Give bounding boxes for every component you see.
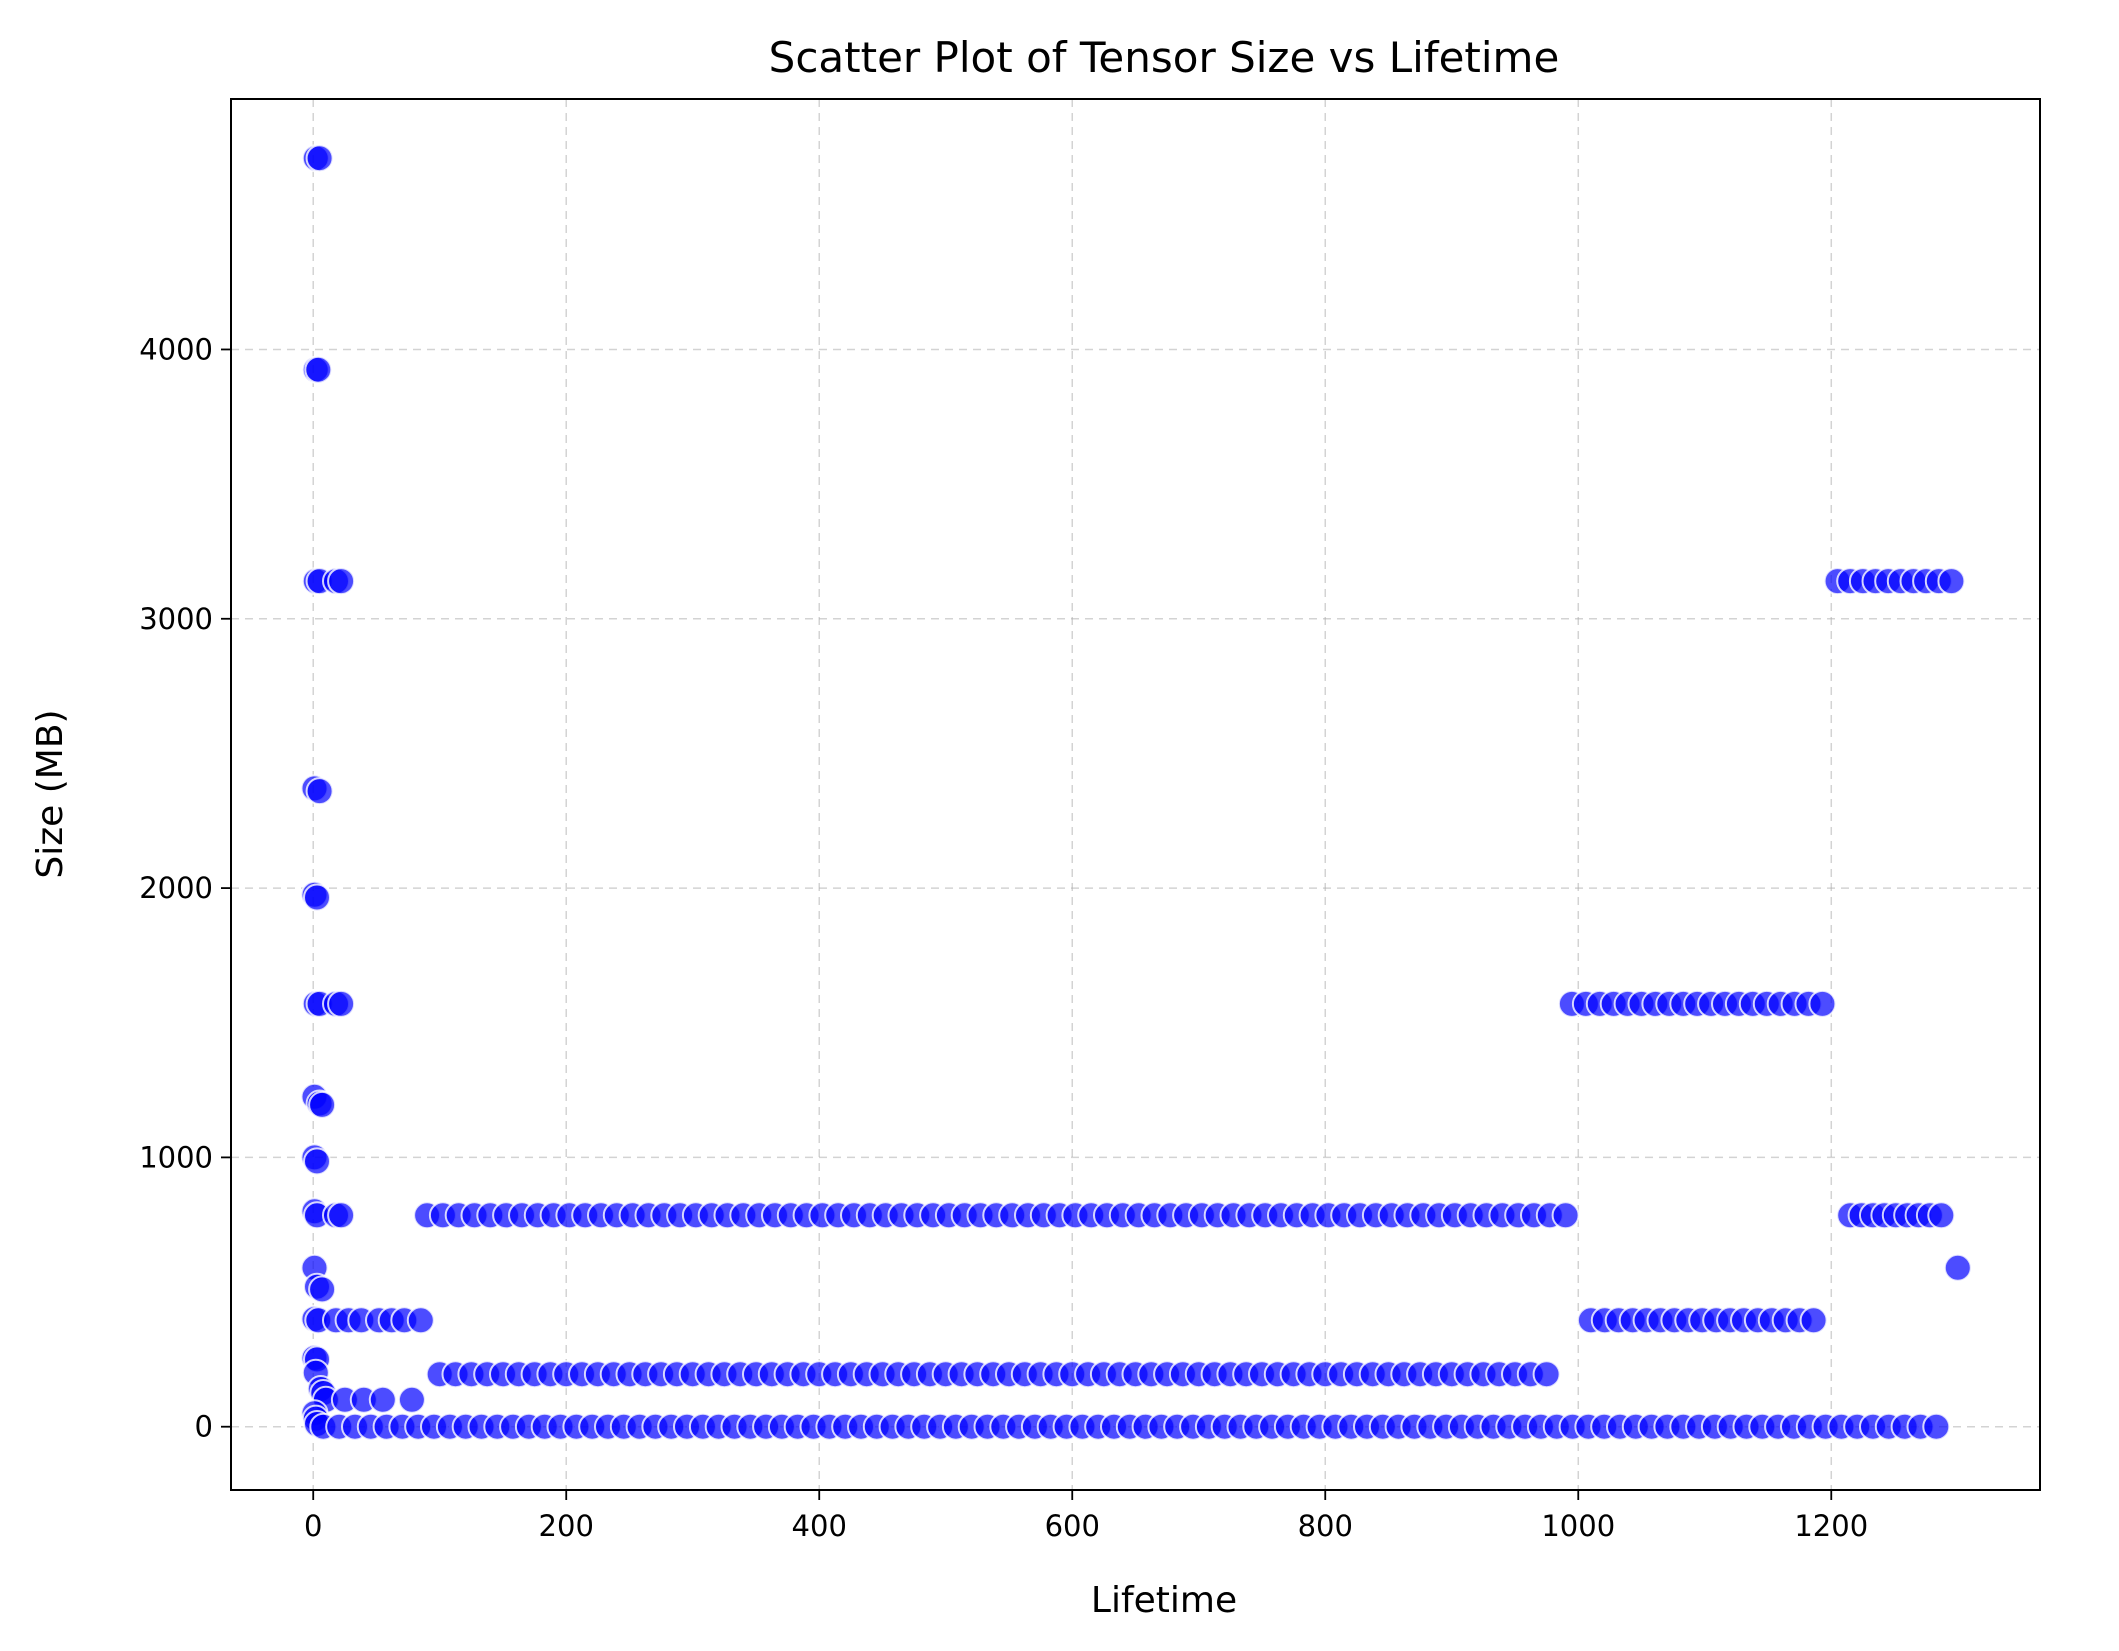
data-point (1799, 1306, 1828, 1335)
plot-frame (230, 98, 2041, 1491)
x-tick-label: 200 (539, 1509, 594, 1543)
data-point (1927, 1201, 1956, 1230)
data-point (1937, 567, 1966, 596)
x-tick-label: 600 (1045, 1509, 1100, 1543)
y-tick-label: 0 (195, 1410, 213, 1444)
y-tick-label: 3000 (139, 602, 213, 636)
data-point (1532, 1360, 1561, 1389)
data-point (304, 355, 333, 384)
data-point (305, 777, 334, 806)
y-tick-label: 2000 (139, 871, 213, 905)
x-tick-label: 800 (1298, 1509, 1353, 1543)
grid-lines (231, 99, 2040, 1490)
y-tick-label: 4000 (139, 332, 213, 366)
data-point (305, 144, 334, 173)
x-axis-ticks: 0 200 400 600 800 1000 1200 (304, 1490, 1868, 1543)
chart-title: Scatter Plot of Tensor Size vs Lifetime (769, 33, 1560, 82)
x-tick-label: 400 (792, 1509, 847, 1543)
data-point (1551, 1201, 1580, 1230)
data-point (303, 1147, 331, 1176)
data-point (1808, 989, 1837, 1018)
data-point (303, 883, 331, 912)
x-tick-label: 1200 (1794, 1509, 1868, 1543)
data-point (308, 1275, 337, 1304)
data-point (406, 1306, 435, 1335)
data-point (327, 567, 356, 596)
x-tick-label: 1000 (1541, 1509, 1615, 1543)
y-axis-ticks: 0 1000 2000 3000 4000 (139, 332, 231, 1444)
data-points (300, 144, 1972, 1441)
x-axis-label: Lifetime (1091, 1580, 1237, 1621)
data-point (1943, 1253, 1972, 1282)
y-axis-label: Size (MB) (30, 709, 71, 878)
data-point (397, 1385, 426, 1414)
y-tick-label: 1000 (139, 1140, 213, 1174)
data-point (327, 1201, 356, 1230)
x-tick-label: 0 (304, 1509, 322, 1543)
data-point (1922, 1412, 1951, 1441)
data-point (308, 1090, 337, 1119)
data-point (368, 1385, 397, 1414)
data-point (327, 989, 356, 1018)
